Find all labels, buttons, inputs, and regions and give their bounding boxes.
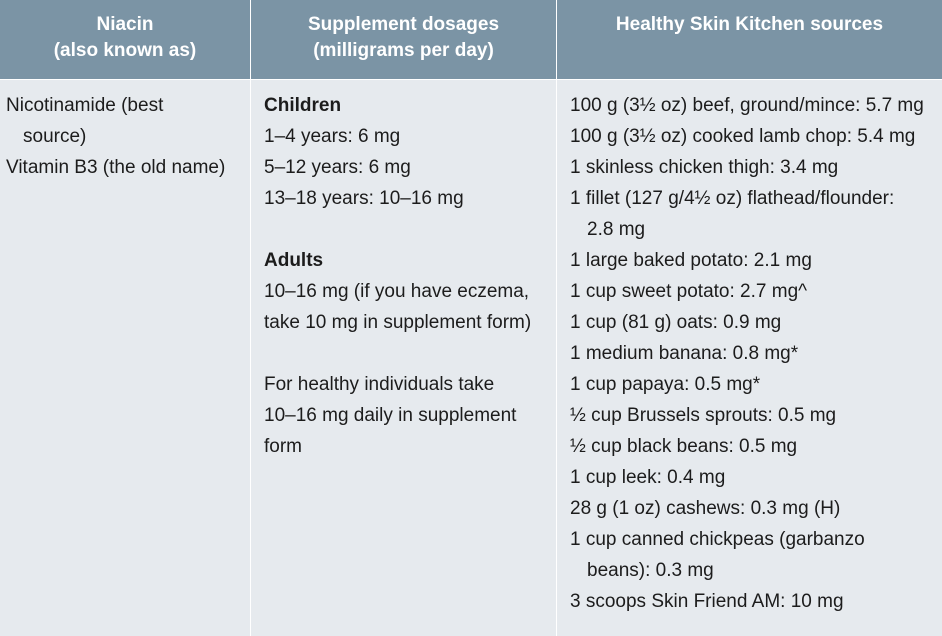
column-divider-1: [250, 0, 251, 636]
dosage-line: 10–16 mg daily in supplement: [264, 405, 517, 426]
source-item: 100 g (3½ oz) cooked lamb chop: 5.4 mg: [570, 126, 916, 147]
spacer: [264, 338, 554, 369]
table-header-row: [0, 0, 942, 79]
source-item: 1 cup papaya: 0.5 mg*: [570, 374, 761, 395]
header-text: (also known as): [53, 40, 197, 61]
source-item: 1 skinless chicken thigh: 3.4 mg: [570, 157, 839, 178]
header-text: Supplement dosages: [307, 14, 500, 35]
niacin-names-cell: Nicotinamide (best source) Vitamin B3 (t…: [6, 90, 246, 183]
name-line: source): [23, 126, 87, 147]
source-item: 2.8 mg: [587, 219, 646, 240]
name-line: Vitamin B3 (the old name): [6, 157, 226, 178]
source-item: 1 fillet (127 g/4½ oz) flathead/flounder…: [570, 188, 895, 209]
header-text: (milligrams per day): [313, 40, 494, 61]
header-niacin: Niacin (also known as): [0, 12, 250, 64]
dosage-line: 13–18 years: 10–16 mg: [264, 188, 464, 209]
header-kitchen-sources: Healthy Skin Kitchen sources: [557, 12, 942, 38]
dosage-line: 1–4 years: 6 mg: [264, 126, 401, 147]
dosage-line: 5–12 years: 6 mg: [264, 157, 411, 178]
source-item: 1 large baked potato: 2.1 mg: [570, 250, 812, 271]
header-divider: [0, 79, 942, 80]
header-text: Niacin: [96, 14, 154, 35]
source-item: 3 scoops Skin Friend AM: 10 mg: [570, 591, 844, 612]
source-item: 1 medium banana: 0.8 mg*: [570, 343, 799, 364]
source-item: 100 g (3½ oz) beef, ground/mince: 5.7 mg: [570, 95, 924, 116]
source-item: 1 cup canned chickpeas (garbanzo: [570, 529, 865, 550]
source-item: 1 cup sweet potato: 2.7 mg^: [570, 281, 808, 302]
column-divider-2: [556, 0, 557, 636]
children-heading: Children: [264, 95, 342, 116]
source-item: ½ cup Brussels sprouts: 0.5 mg: [570, 405, 837, 426]
source-item: 28 g (1 oz) cashews: 0.3 mg (H): [570, 498, 841, 519]
source-item: beans): 0.3 mg: [587, 560, 714, 581]
source-item: 1 cup (81 g) oats: 0.9 mg: [570, 312, 782, 333]
dosage-line: take 10 mg in supplement form): [264, 312, 532, 333]
dosage-line: 10–16 mg (if you have eczema,: [264, 281, 530, 302]
adults-heading: Adults: [264, 250, 324, 271]
header-supplement-dosages: Supplement dosages (milligrams per day): [251, 12, 556, 64]
name-line: Nicotinamide (best: [6, 95, 164, 116]
dosages-cell: Children 1–4 years: 6 mg 5–12 years: 6 m…: [264, 90, 554, 462]
spacer: [264, 214, 554, 245]
source-item: ½ cup black beans: 0.5 mg: [570, 436, 798, 457]
header-text: Healthy Skin Kitchen sources: [615, 14, 884, 35]
source-item: 1 cup leek: 0.4 mg: [570, 467, 726, 488]
sources-cell: 100 g (3½ oz) beef, ground/mince: 5.7 mg…: [570, 90, 940, 617]
dosage-line: form: [264, 436, 302, 457]
dosage-line: For healthy individuals take: [264, 374, 495, 395]
